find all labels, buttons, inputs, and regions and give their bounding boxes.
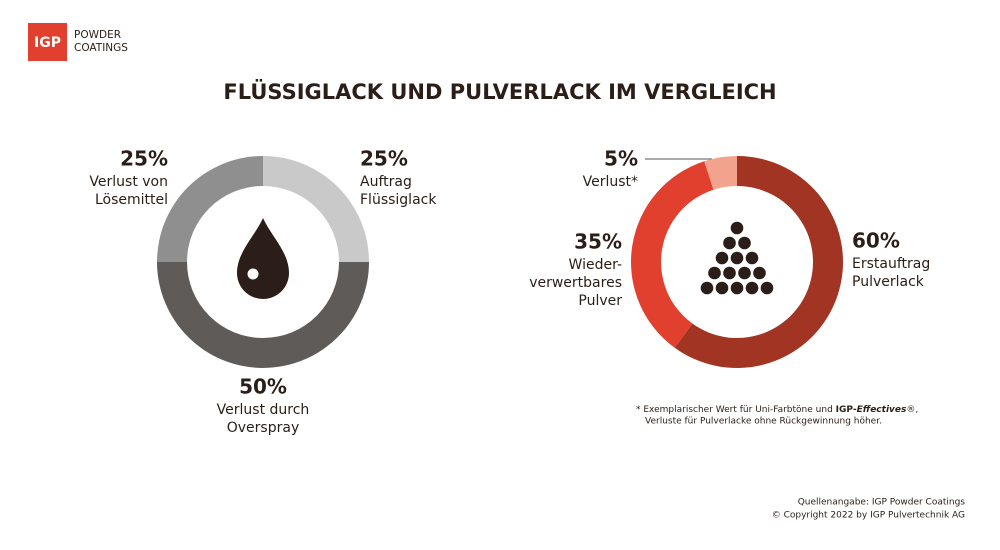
powder-dot: [738, 266, 751, 280]
footnote: Verluste für Pulverlacke ohne Rückgewinn…: [645, 417, 882, 427]
slice-label: Verlust*: [583, 174, 638, 190]
powder-dot: [715, 281, 729, 295]
donut-slice: [157, 262, 369, 368]
value-label: 25%: [120, 147, 168, 171]
powder-dot: [760, 281, 774, 295]
donut-slice: [704, 156, 737, 190]
slice-label: Erstauftrag: [852, 256, 930, 272]
logo-text: POWDER: [74, 29, 121, 41]
title: FLÜSSIGLACK UND PULVERLACK IM VERGLEICH: [223, 79, 776, 104]
value-label: 25%: [360, 147, 408, 171]
logo-mark: IGP: [34, 35, 61, 51]
slice-label: verwertbares: [529, 275, 622, 291]
slice-label: Pulver: [578, 293, 622, 309]
powder-dot: [715, 251, 729, 265]
logo-box: [28, 23, 67, 61]
slice-label: Lösemittel: [95, 192, 168, 208]
value-label: 60%: [852, 229, 900, 253]
powder-dot: [753, 266, 766, 280]
slice-label: Overspray: [227, 420, 299, 436]
powder-dot: [723, 266, 736, 280]
powder-dot: [730, 281, 744, 295]
powder-dot: [745, 281, 759, 295]
source: Quellenangabe: IGP Powder Coatings: [798, 498, 966, 508]
value-label: 5%: [604, 147, 638, 171]
slice-label: Pulverlack: [852, 274, 925, 290]
slice-label: Wieder-: [569, 257, 622, 273]
donut-slice: [263, 156, 369, 262]
logo-text: COATINGS: [74, 42, 128, 54]
slice-label: Flüssiglack: [360, 192, 437, 208]
drop-highlight: [247, 268, 259, 280]
footnote: * Exemplarischer Wert für Uni-Farbtöne u…: [636, 405, 918, 415]
slice-label: Verlust von: [89, 174, 168, 190]
powder-dot: [745, 251, 759, 265]
powder-dot: [730, 251, 744, 265]
powder-dot: [730, 221, 744, 235]
powder-dot: [738, 236, 751, 250]
slice-label: Verlust durch: [217, 402, 310, 418]
value-label: 50%: [239, 375, 287, 399]
powder-dot: [723, 236, 736, 250]
source: © Copyright 2022 by IGP Pulvertechnik AG: [772, 511, 965, 521]
powder-dot: [700, 281, 714, 295]
slice-label: Auftrag: [360, 174, 412, 190]
donut-slice: [157, 156, 263, 262]
powder-icon: [700, 221, 774, 295]
powder-dot: [708, 266, 721, 280]
donut-slice: [674, 156, 843, 369]
value-label: 35%: [574, 230, 622, 254]
drop-icon: [237, 218, 289, 299]
donut-slice: [630, 161, 714, 348]
